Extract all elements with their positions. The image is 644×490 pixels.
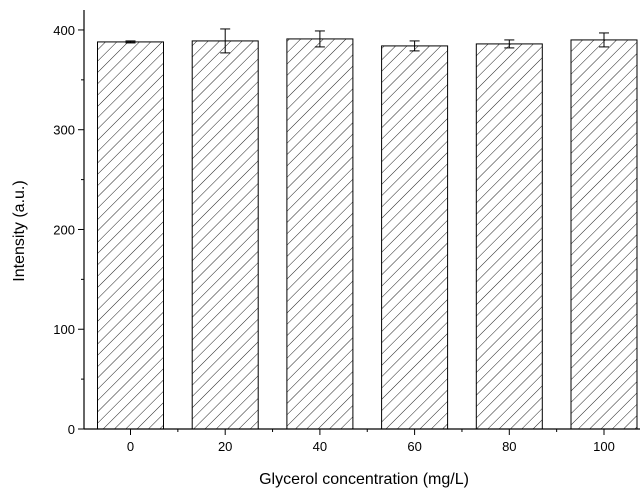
- y-tick-label: 200: [53, 222, 75, 237]
- bars-layer: [97, 38, 638, 430]
- axes: 0 100 200 300 400 0 20 40 60 80 100: [53, 10, 640, 454]
- error-bar-60: [409, 40, 420, 52]
- y-tick-label: 300: [53, 123, 75, 138]
- bar-100: [570, 39, 638, 430]
- error-bars-layer: [125, 28, 609, 54]
- x-axis-title: Glycerol concentration (mg/L): [259, 471, 469, 488]
- x-tick-label: 100: [593, 439, 615, 454]
- bar-60: [381, 45, 449, 430]
- y-tick-label: 0: [68, 422, 75, 437]
- bar-0: [97, 41, 164, 430]
- y-tick-label: 400: [53, 23, 75, 38]
- x-tick-label: 80: [502, 439, 516, 454]
- y-tick-label: 100: [53, 322, 75, 337]
- error-bar-100: [599, 32, 609, 48]
- x-tick-label: 40: [313, 439, 327, 454]
- bar-20: [191, 40, 259, 430]
- error-bar-80: [504, 39, 515, 49]
- bar-40: [286, 38, 354, 430]
- x-tick-label: 0: [127, 439, 134, 454]
- error-bar-40: [314, 30, 325, 48]
- x-tick-label: 60: [407, 439, 421, 454]
- error-bar-0: [125, 40, 136, 44]
- x-tick-label: 20: [218, 439, 232, 454]
- error-bar-20: [220, 28, 231, 54]
- bar-80: [475, 43, 543, 430]
- y-axis-title: Intensity (a.u.): [11, 180, 28, 281]
